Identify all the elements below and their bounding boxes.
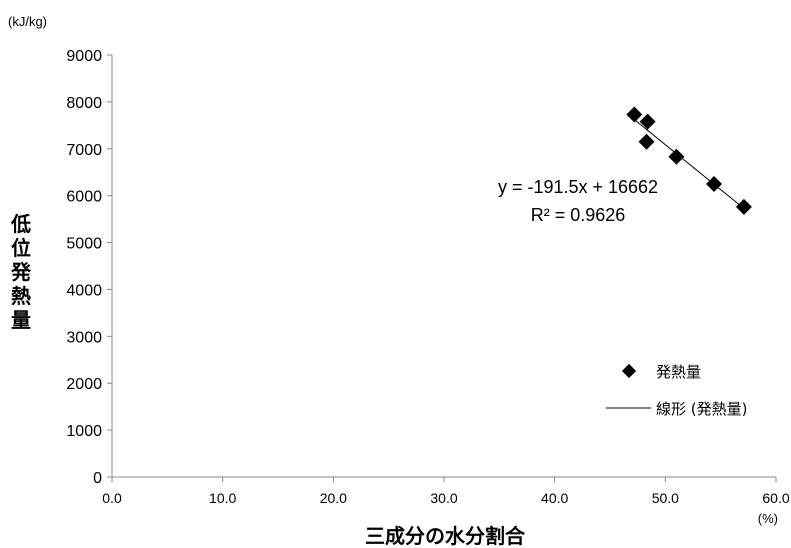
x-tick-label: 30.0 bbox=[430, 490, 457, 506]
data-point bbox=[638, 133, 655, 150]
y-tick-label: 3000 bbox=[66, 329, 102, 346]
data-point bbox=[706, 175, 723, 192]
data-point bbox=[639, 113, 656, 130]
y-axis-ticks: 0 1000 2000 3000 4000 5000 6000 7000 8000 9000 bbox=[66, 48, 112, 487]
y-tick-label: 6000 bbox=[66, 189, 102, 206]
data-point bbox=[668, 148, 685, 165]
x-axis-unit: (%) bbox=[758, 511, 778, 526]
x-tick-label: 20.0 bbox=[320, 490, 347, 506]
y-axis-unit: (kJ/kg) bbox=[8, 14, 47, 29]
y-tick-label: 0 bbox=[93, 470, 102, 487]
legend: 発熱量 線形 (発熱量) bbox=[606, 363, 747, 418]
y-tick-label: 1000 bbox=[66, 423, 102, 440]
x-tick-label: 0.0 bbox=[102, 490, 122, 506]
x-axis-ticks: 0.0 10.0 20.0 30.0 40.0 50.0 60.0 bbox=[102, 477, 790, 506]
legend-label-trendline: 線形 (発熱量) bbox=[656, 400, 747, 418]
legend-marker-diamond bbox=[621, 363, 637, 379]
trendline-equation: y = -191.5x + 16662 bbox=[498, 177, 658, 197]
y-tick-label: 2000 bbox=[66, 376, 102, 393]
y-tick-label: 5000 bbox=[66, 236, 102, 253]
legend-label-series: 発熱量 bbox=[656, 363, 701, 381]
y-tick-label: 8000 bbox=[66, 95, 102, 112]
data-points bbox=[626, 106, 752, 215]
x-tick-label: 40.0 bbox=[541, 490, 568, 506]
y-tick-label: 7000 bbox=[66, 142, 102, 159]
trendline-r-squared: R² = 0.9626 bbox=[531, 205, 626, 225]
y-axis-title: 低位発熱量 bbox=[10, 212, 32, 332]
x-axis-title: 三成分の水分割合 bbox=[365, 524, 526, 548]
x-tick-label: 10.0 bbox=[209, 490, 236, 506]
data-point bbox=[626, 106, 643, 123]
x-tick-label: 50.0 bbox=[652, 490, 679, 506]
data-point bbox=[735, 198, 752, 215]
y-tick-label: 4000 bbox=[66, 282, 102, 299]
y-tick-label: 9000 bbox=[66, 48, 102, 65]
x-tick-label: 60.0 bbox=[762, 490, 789, 506]
trendline bbox=[631, 117, 747, 211]
